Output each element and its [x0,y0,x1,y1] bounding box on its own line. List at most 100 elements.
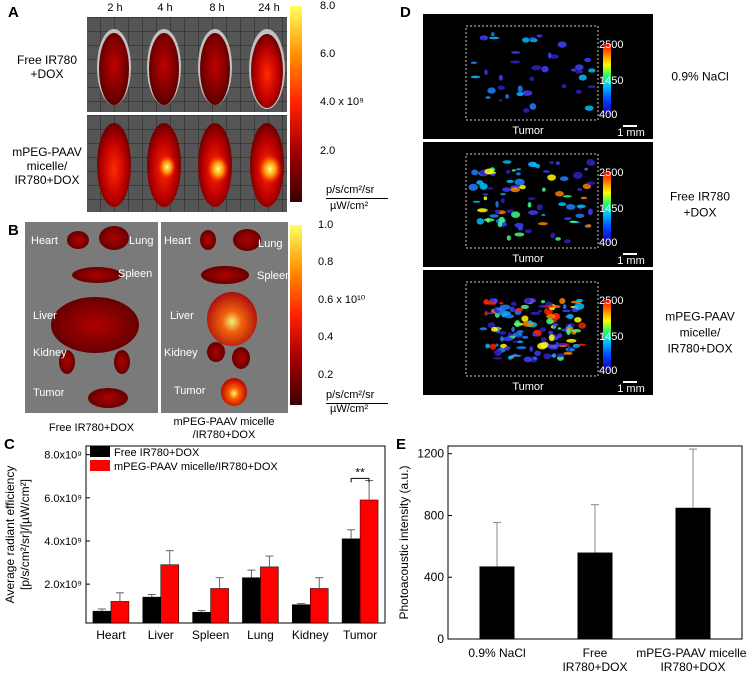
colorbar-b-tick: 1.0 [318,219,334,231]
signal-blob [555,353,566,358]
signal-blob [498,216,505,223]
colorbar-a-tick: 2.0 [320,145,336,157]
x-tick-label: Tumor [343,628,377,642]
signal-blob [575,89,582,94]
signal-blob [537,222,549,226]
x-tick-label: Kidney [292,628,329,642]
signal-blob [488,171,497,174]
signal-blob [586,181,596,185]
signal-blob [491,326,499,332]
signal-blob [531,65,542,71]
signal-blob [528,320,533,324]
signal-blob [509,306,515,312]
panel-c-label: C [4,436,15,453]
colorbar-b-tick: 0.4 [318,331,334,343]
organs-free [51,226,139,408]
panel-a-mouse-images [87,17,287,212]
panel-d-label: D [400,4,411,21]
legend-swatch [90,446,110,457]
signal-blob [533,356,538,360]
panel-e-label: E [396,436,407,453]
x-tick-label: Spleen [192,628,229,642]
signal-blob [485,343,491,349]
row-label-micelle: mPEG-PAAV micelle/ IR780+DOX [12,145,82,187]
signal-blob [522,37,530,43]
tumor-label: Tumor [512,381,544,393]
signal-blob [538,304,548,308]
signal-blob [500,193,506,196]
bar [675,507,711,639]
signal-blob [476,180,484,185]
organs-micelle [200,229,261,406]
signal-blob [514,222,524,228]
y-tick-label: 2.0x10⁹ [44,579,82,591]
signal-blob [562,195,572,198]
signal-blob [575,69,584,74]
pa-colorbar-tick: 400 [599,237,617,249]
x-tick-label: 0.9% NaCl [468,646,525,660]
signal-blob [511,211,521,218]
y-axis-label: Photoacoustic intensity (a.u.) [397,465,411,619]
signal-blob [470,61,478,65]
colorbar-a-tick: 8.0 [320,0,336,12]
signal-blob [488,36,500,40]
signal-blob [571,68,577,72]
signal-blob [477,208,488,213]
signal-blob [559,176,569,182]
tumor-roi [465,153,599,249]
signal-blob [540,341,549,349]
signal-blob [546,318,554,325]
y-axis-label: [p/s/cm²/sr]/[µW/cm²] [18,479,32,590]
signal-blob [562,304,567,310]
signal-blob [490,32,495,37]
signal-blob [574,317,582,323]
signal-blob [495,200,499,208]
signal-blob [577,188,583,191]
signal-blob [505,94,509,99]
signal-blob [506,235,511,241]
signal-blob [555,237,561,241]
pa-colorbar-tick: 400 [599,109,617,121]
scale-label: 1 mm [617,255,645,267]
signal-blob [510,301,517,307]
signal-blob [563,351,573,355]
signal-blob [571,328,582,333]
signal-blob [539,327,547,332]
timepoint-label: 2 h [107,2,123,14]
signal-blob [544,305,555,308]
signal-blob [520,304,529,309]
significance-annotation: ** [355,465,365,479]
signal-blob [555,161,560,165]
signal-blob [529,76,535,81]
signal-blob [514,232,525,237]
signal-blob [511,354,522,357]
y-tick-label: 4.0x10⁹ [44,536,82,548]
y-tick-label: 1200 [417,447,444,461]
signal-blob [578,74,587,81]
organ-label: Tumor [33,387,65,399]
organ-label: Tumor [174,385,206,397]
signal-blob [566,204,576,210]
pa-colorbar [603,44,611,114]
signal-blob [485,302,497,305]
timepoint-label: 4 h [157,2,173,14]
colorbar-b-unit-divider [326,403,388,404]
x-tick-label: Free IR780+DOX [562,646,627,674]
signal-blob [519,184,526,190]
signal-blob [516,168,522,171]
colorbar-a [290,6,302,202]
signal-blob [557,327,562,330]
pa-row-label: 0.9% NaCl [671,70,728,84]
scale-label: 1 mm [617,383,645,395]
organ-label: Heart [164,235,191,247]
pa-row-label: mPEG-PAAV micelle/IR780+DOX [665,310,735,356]
colorbar-b-tick: 0.8 [318,256,334,268]
organ-label: Liver [170,310,194,322]
signal-blob [489,214,499,218]
x-tick-label: Heart [96,628,126,642]
pa-colorbar [603,300,611,370]
signal-blob [521,90,533,96]
colorbar-b-tick: 0.2 [318,369,334,381]
bar [92,610,112,624]
colorbar-b-unit-top: p/s/cm²/sr [326,389,375,401]
